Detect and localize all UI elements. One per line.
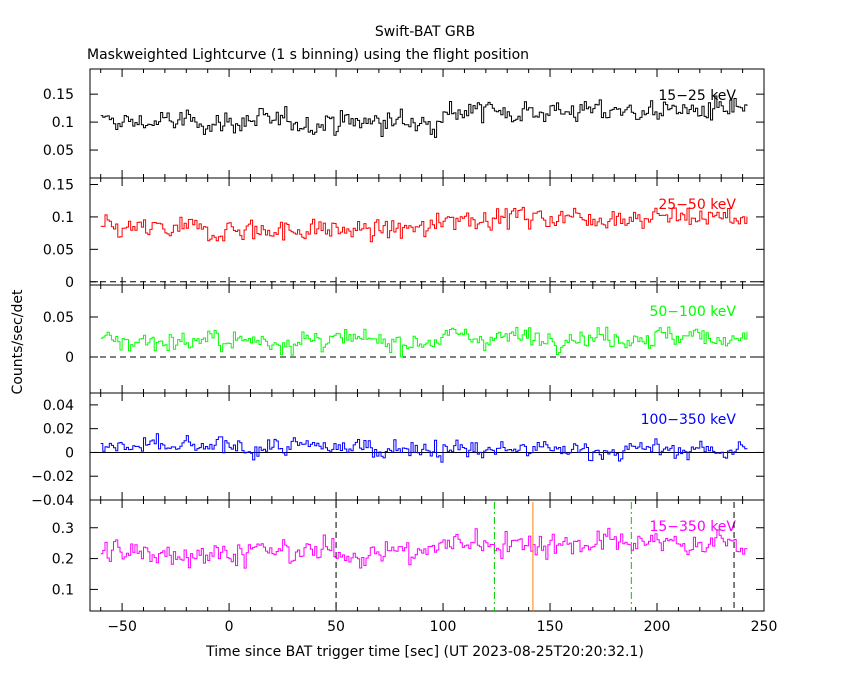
panel-frame xyxy=(89,68,765,179)
x-axis-label: Time since BAT trigger time [sec] (UT 20… xyxy=(205,644,644,660)
x-tick-label: 0 xyxy=(225,619,234,635)
y-tick-label: 0.2 xyxy=(52,552,74,568)
x-tick-label: 150 xyxy=(537,619,564,635)
y-tick-label: 0 xyxy=(65,350,74,366)
y-tick-label: 0.04 xyxy=(43,398,74,414)
panels-group: 0.05 0.1 0.15 15−25 keV 0 0.05 0.1 0.15 25−50 ke… xyxy=(31,68,778,635)
y-tick-label: −0.02 xyxy=(31,469,74,485)
y-tick-label: 0.05 xyxy=(43,242,74,258)
x-tick-label: 200 xyxy=(644,619,671,635)
x-tick-label: −50 xyxy=(107,619,137,635)
y-tick-label: 0.1 xyxy=(52,582,74,598)
x-tick-label: 250 xyxy=(751,619,778,635)
panel-frame xyxy=(89,284,765,394)
y-tick-label: 0 xyxy=(65,445,74,461)
series-line xyxy=(100,206,748,243)
chart-title: Swift-BAT GRB xyxy=(375,24,475,40)
band-label: 50−100 keV xyxy=(649,304,736,320)
y-tick-label: 0.3 xyxy=(52,521,74,537)
band-label: 15−350 keV xyxy=(649,519,736,535)
panel-25-50-kev: 0 0.05 0.1 0.15 25−50 keV xyxy=(43,177,765,291)
panel-50-100-kev: 0 0.05 50−100 keV xyxy=(43,284,765,394)
panel-frame xyxy=(89,392,765,501)
y-tick-label: 0.1 xyxy=(52,115,74,131)
band-label: 100−350 keV xyxy=(641,412,737,428)
y-tick-label: 0.02 xyxy=(43,422,74,438)
y-tick-label: −0.04 xyxy=(31,493,74,509)
chart-subtitle: Maskweighted Lightcurve (1 s binning) us… xyxy=(87,47,529,63)
x-tick-label: 50 xyxy=(327,619,345,635)
band-label: 25−50 keV xyxy=(658,197,736,213)
panel-15-350-kev: 0.1 0.2 0.3 15−350 keV −50 0 50 100 150 200 250 xyxy=(52,499,778,635)
series-line xyxy=(100,95,748,138)
panel-frame xyxy=(89,177,765,286)
panel-15-25-kev: 0.05 0.1 0.15 15−25 keV xyxy=(43,68,765,179)
series-line xyxy=(100,527,748,569)
y-tick-label: 0.15 xyxy=(43,177,74,193)
y-tick-label: 0.05 xyxy=(43,310,74,326)
y-axis-label: Counts/sec/det xyxy=(10,289,26,394)
y-tick-label: 0.1 xyxy=(52,210,74,226)
panel-100-350-kev: −0.04 −0.02 0 0.02 0.04 100−350 keV xyxy=(31,392,765,509)
series-line xyxy=(100,433,748,463)
panel-frame xyxy=(89,499,765,612)
y-tick-label: 0.05 xyxy=(43,143,74,159)
band-label: 15−25 keV xyxy=(658,88,736,104)
series-line xyxy=(100,326,748,358)
y-tick-label: 0.15 xyxy=(43,87,74,103)
y-tick-label: 0 xyxy=(65,275,74,291)
x-tick-label: 100 xyxy=(430,619,457,635)
